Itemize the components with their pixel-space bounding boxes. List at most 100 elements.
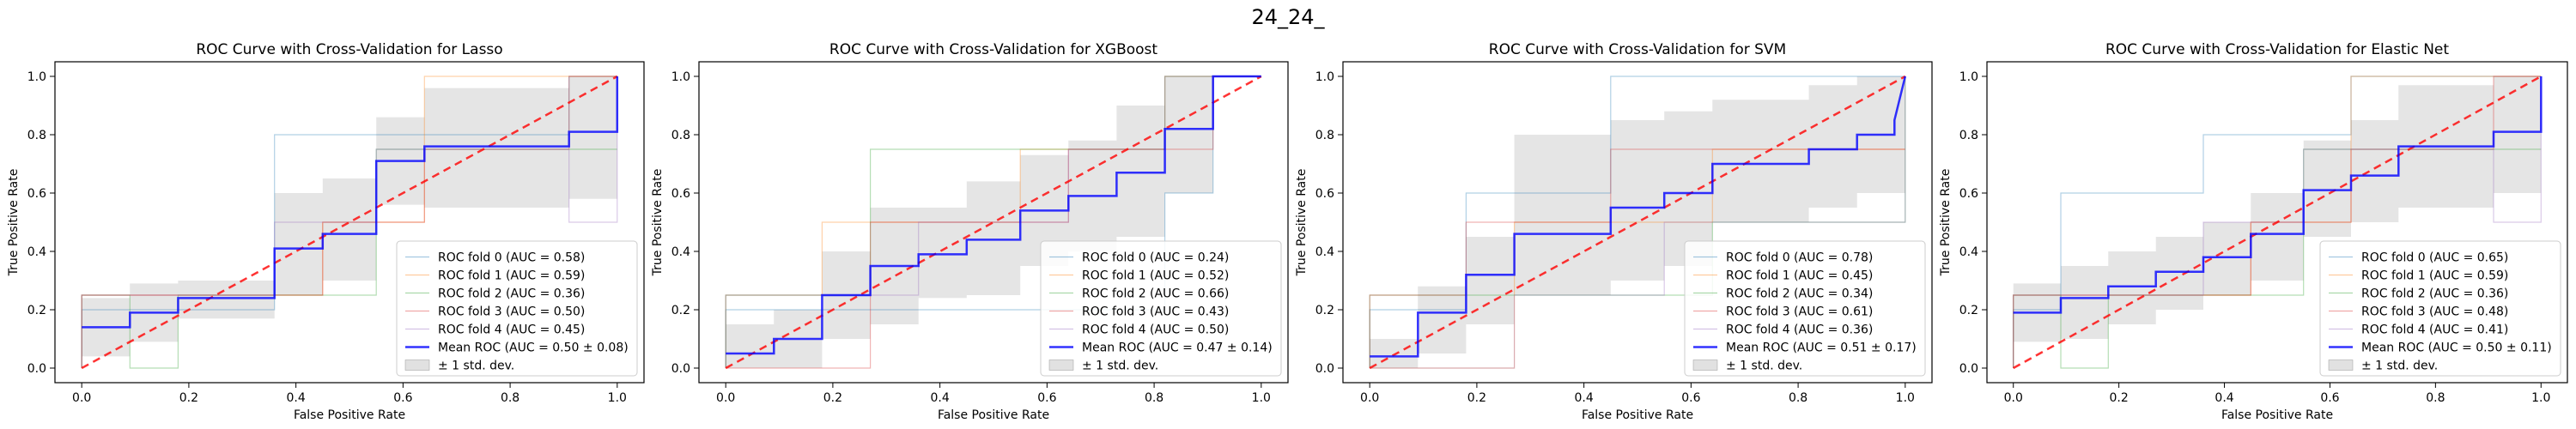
legend-label: ROC fold 3 (AUC = 0.48) (2361, 305, 2508, 319)
x-tick-label: 1.0 (608, 391, 627, 405)
fold-line-4 (1370, 76, 1906, 369)
chart-title: ROC Curve with Cross-Validation for SVM (1489, 41, 1786, 58)
legend-label: ± 1 std. dev. (2361, 360, 2438, 373)
legend-swatch (2328, 360, 2354, 371)
y-tick-label: 0.2 (671, 304, 690, 317)
chart-panel-2: 0.0 0.2 0.4 0.6 0.8 1.0 0.0 0.2 0.4 0.6 0.8 1.0 ROC … (1295, 41, 1933, 422)
y-tick-label: 0.2 (1959, 304, 1978, 317)
legend-label: ROC fold 2 (AUC = 0.36) (2361, 287, 2508, 301)
y-tick-label: 0.4 (1315, 245, 1334, 259)
y-tick-label: 1.0 (671, 70, 690, 84)
legend-label: ROC fold 1 (AUC = 0.59) (438, 269, 585, 283)
x-tick-label: 0.4 (931, 391, 950, 405)
y-tick-label: 0.0 (27, 362, 46, 376)
legend-label: ± 1 std. dev. (1082, 360, 1158, 373)
std-band (2013, 76, 2542, 342)
legend-label: ROC fold 1 (AUC = 0.45) (1726, 269, 1873, 283)
chart-title: ROC Curve with Cross-Validation for XGBo… (829, 41, 1158, 58)
fold-line-0 (1369, 76, 1905, 368)
chance-line (1369, 75, 1906, 370)
fold-line-4 (725, 76, 1261, 368)
legend-label: ROC fold 2 (AUC = 0.36) (438, 287, 585, 301)
chance-line (725, 75, 1262, 370)
x-tick-label: 0.2 (823, 391, 842, 405)
legend-label: ROC fold 0 (AUC = 0.58) (438, 251, 585, 265)
x-tick-label: 0.8 (501, 391, 519, 405)
legend-label: ± 1 std. dev. (438, 360, 514, 373)
y-tick-label: 1.0 (1315, 70, 1334, 84)
legend-label: Mean ROC (AUC = 0.47 ± 0.14) (1082, 341, 1273, 355)
y-tick-label: 1.0 (27, 70, 46, 84)
legend-swatch (1692, 360, 1718, 371)
legend: ROC fold 0 (AUC = 0.78) ROC fold 1 (AUC =… (1684, 240, 1926, 377)
chance-line (2013, 75, 2542, 370)
x-tick-label: 1.0 (2531, 391, 2550, 405)
y-axis-label: True Positive Rate (1295, 169, 1309, 277)
y-tick-label: 0.0 (1315, 362, 1334, 376)
legend-label: ROC fold 0 (AUC = 0.78) (1726, 251, 1873, 265)
y-tick-label: 0.6 (1959, 187, 1978, 201)
axes-frame (1986, 61, 2568, 384)
y-tick-label: 0.2 (27, 304, 46, 317)
legend-label: ROC fold 2 (AUC = 0.66) (1082, 287, 1229, 301)
legend-box (1040, 240, 1282, 377)
y-tick-label: 0.4 (671, 245, 690, 259)
y-tick-label: 0.6 (671, 187, 690, 201)
fold-line-3 (1369, 148, 1905, 368)
x-tick-label: 1.0 (1252, 391, 1271, 405)
figure-suptitle: 24_24_ (1251, 5, 1325, 29)
fold-line-1 (81, 76, 617, 368)
y-tick-label: 0.0 (1959, 362, 1978, 376)
y-tick-label: 0.6 (1315, 187, 1334, 201)
y-tick-label: 0.8 (1315, 129, 1334, 142)
x-tick-label: 0.0 (2004, 391, 2023, 405)
x-tick-label: 0.6 (1037, 391, 1056, 405)
x-tick-label: 0.4 (287, 391, 306, 405)
legend-label: ROC fold 0 (AUC = 0.65) (2361, 251, 2508, 265)
mean-roc-line (1370, 76, 1907, 358)
x-tick-label: 0.8 (1145, 391, 1163, 405)
legend: ROC fold 0 (AUC = 0.65) ROC fold 1 (AUC =… (2319, 240, 2561, 377)
legend-label: ROC fold 4 (AUC = 0.50) (1082, 323, 1229, 337)
axes-frame (1342, 61, 1933, 384)
x-tick-label: 0.0 (716, 391, 735, 405)
x-tick-label: 0.8 (1789, 391, 1807, 405)
legend-label: ROC fold 1 (AUC = 0.59) (2361, 269, 2508, 283)
y-axis-label: True Positive Rate (651, 169, 665, 277)
legend-label: ROC fold 4 (AUC = 0.36) (1726, 323, 1873, 337)
legend-label: ROC fold 3 (AUC = 0.50) (438, 305, 585, 319)
y-axis-label: True Positive Rate (7, 169, 21, 277)
fold-line-0 (81, 76, 617, 368)
legend-label: ± 1 std. dev. (1726, 360, 1802, 373)
legend-label: ROC fold 3 (AUC = 0.43) (1082, 305, 1229, 319)
x-tick-label: 0.6 (2320, 391, 2339, 405)
legend-swatch (404, 360, 430, 371)
x-tick-label: 0.8 (2426, 391, 2445, 405)
mean-roc-line (82, 76, 619, 329)
x-axis-label: False Positive Rate (1582, 408, 1693, 422)
mean-roc-line (726, 75, 1261, 355)
chart-title: ROC Curve with Cross-Validation for Elas… (2105, 41, 2449, 58)
y-tick-label: 0.2 (1315, 304, 1334, 317)
fold-line-3 (81, 76, 617, 368)
chart-panel-0: 0.0 0.2 0.4 0.6 0.8 1.0 0.0 0.2 0.4 0.6 0.8 1.0 ROC … (7, 41, 645, 422)
legend-label: Mean ROC (AUC = 0.51 ± 0.17) (1726, 341, 1917, 355)
y-tick-label: 0.8 (1959, 129, 1978, 142)
legend-box (396, 240, 638, 377)
axes-frame (698, 61, 1289, 384)
legend: ROC fold 0 (AUC = 0.58) ROC fold 1 (AUC =… (396, 240, 638, 377)
x-tick-label: 0.2 (2110, 391, 2129, 405)
y-tick-label: 0.6 (27, 187, 46, 201)
y-tick-label: 0.4 (27, 245, 46, 259)
x-tick-label: 0.4 (2215, 391, 2233, 405)
y-tick-label: 0.8 (671, 129, 690, 142)
chart-panel-3: 0.0 0.2 0.4 0.6 0.8 1.0 0.0 0.2 0.4 0.6 0.8 1.0 ROC … (1939, 41, 2568, 422)
y-axis-label: True Positive Rate (1939, 169, 1953, 277)
legend-label: ROC fold 3 (AUC = 0.61) (1726, 305, 1873, 319)
legend-box (1684, 240, 1926, 377)
x-tick-label: 0.0 (72, 391, 91, 405)
legend: ROC fold 0 (AUC = 0.24) ROC fold 1 (AUC =… (1040, 240, 1282, 377)
legend-label: Mean ROC (AUC = 0.50 ± 0.08) (438, 341, 629, 355)
x-tick-label: 1.0 (1896, 391, 1915, 405)
